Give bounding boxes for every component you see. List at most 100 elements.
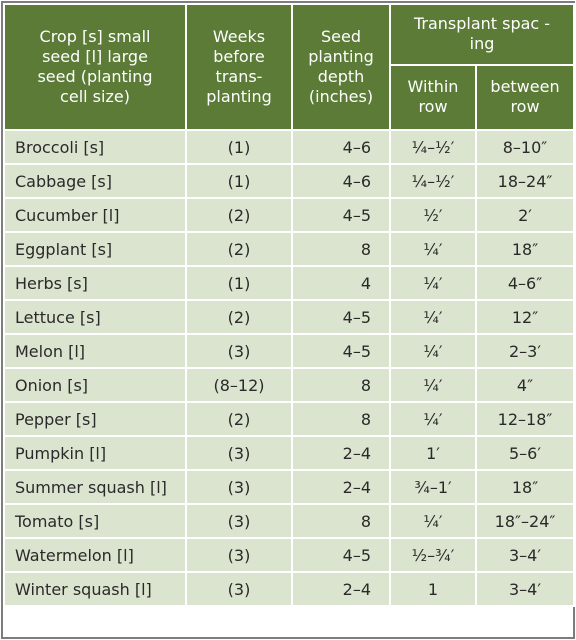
table-row: Onion [s] (8–12) 8 ¼′ 4″ [3,367,576,403]
header-cell: Weeks before trans-planting [185,3,293,131]
table-cell: 1 [389,571,477,607]
header-line: Within [407,77,459,97]
table-cell: 1′ [389,435,477,471]
header-cell: Within row [389,63,477,132]
header-line: seed (planting [37,67,153,86]
header-cell: Transplant spac - ing [388,3,576,66]
table-cell: ¾–1′ [389,469,477,505]
table-cell: ¼′ [389,333,477,369]
header-line: Transplant spac - [413,14,551,34]
table-cell: 4–6 [291,163,391,199]
table-cell: Herbs [s] [3,265,187,301]
table-header: Crop [s] small seed [l] large seed (planti… [3,3,576,132]
table-cell: Winter squash [l] [3,571,187,607]
table-cell: (3) [185,571,293,607]
table-cell: 18″ [474,231,576,267]
table-cell: (3) [185,435,293,471]
header-line: ing [469,34,495,54]
table-row: Cucumber [l] (2) 4–5 ½′ 2′ [3,197,576,233]
table-cell: 18″–24″ [474,503,576,539]
header-cell: between row [474,63,576,132]
table-row: Eggplant [s] (2) 8 ¼′ 18″ [3,231,576,267]
table-cell: 18–24″ [474,163,576,199]
table-cell: 8 [291,503,391,539]
header-line: row [510,97,540,117]
header-line: Seed [321,27,361,46]
table-row: Pepper [s] (2) 8 ¼′ 12–18″ [3,401,576,437]
table-cell: Summer squash [l] [3,469,187,505]
table-cell: 2–3′ [474,333,576,369]
table-cell: ¼′ [389,503,477,539]
table-cell: (3) [185,537,293,573]
table-cell: Broccoli [s] [3,129,187,165]
table-cell: 4″ [474,367,576,403]
header-line: (inches) [308,87,374,106]
table-cell: Cabbage [s] [3,163,187,199]
table-cell: 4–5 [291,333,391,369]
header-cell: Crop [s] small seed [l] large seed (planti… [3,3,187,131]
table-cell: (2) [185,231,293,267]
table-cell: ¼′ [389,231,477,267]
table-cell: ¼–½′ [389,163,477,199]
header-line: Crop [s] small [39,27,151,46]
table-cell: ¼′ [389,367,477,403]
table-cell: 4–5 [291,299,391,335]
header-line: planting [308,47,374,66]
table-row: Cabbage [s] (1) 4–6 ¼–½′ 18–24″ [3,163,576,199]
table-row: Broccoli [s] (1) 4–6 ¼–½′ 8–10″ [3,129,576,165]
table-cell: Eggplant [s] [3,231,187,267]
header-line: planting [206,87,272,106]
table-cell: 8 [291,401,391,437]
header-cell: Seed planting depth (inches) [291,3,391,131]
header-line: seed [l] large [42,47,148,66]
table-row: Lettuce [s] (2) 4–5 ¼′ 12″ [3,299,576,335]
table-cell: 2–4 [291,435,391,471]
table-cell: 5–6′ [474,435,576,471]
table-cell: 2–4 [291,469,391,505]
table-cell: ¼′ [389,265,477,301]
table-cell: Onion [s] [3,367,187,403]
table-cell: 18″ [474,469,576,505]
table-cell: Cucumber [l] [3,197,187,233]
table-cell: 4–6″ [474,265,576,301]
table-row: Pumpkin [l] (3) 2–4 1′ 5–6′ [3,435,576,471]
table-cell: ¼′ [389,401,477,437]
table-row: Watermelon [l] (3) 4–5 ½–¾′ 3–4′ [3,537,576,573]
table-cell: ½′ [389,197,477,233]
table-cell: (1) [185,265,293,301]
table-cell: Pumpkin [l] [3,435,187,471]
table-cell: (1) [185,163,293,199]
table-cell: 4–5 [291,197,391,233]
header-line: Weeks [212,27,266,46]
table-cell: 4–5 [291,537,391,573]
table-cell: (3) [185,333,293,369]
header-line: row [418,97,448,117]
table-row: Winter squash [l] (3) 2–4 1 3–4′ [3,571,576,607]
table-cell: (2) [185,401,293,437]
header-line: cell size) [60,87,130,106]
table-cell: Watermelon [l] [3,537,187,573]
table-row: Melon [l] (3) 4–5 ¼′ 2–3′ [3,333,576,369]
header-line: before [213,47,265,66]
table-cell: 3–4′ [474,537,576,573]
table-cell: (2) [185,299,293,335]
table-cell: 3–4′ [474,571,576,607]
table-row: Tomato [s] (3) 8 ¼′ 18″–24″ [3,503,576,539]
table-cell: 8 [291,367,391,403]
table-cell: (1) [185,129,293,165]
header-line: depth [317,67,365,86]
table-cell: 12″ [474,299,576,335]
table-cell: ¼–½′ [389,129,477,165]
table-cell: 12–18″ [474,401,576,437]
table-cell: 8 [291,231,391,267]
table-cell: 4 [291,265,391,301]
table-cell: ¼′ [389,299,477,335]
table-cell: (8–12) [185,367,293,403]
table-body: Broccoli [s] (1) 4–6 ¼–½′ 8–10″ Cabbage [s] (1… [3,129,576,607]
table-cell: 2′ [474,197,576,233]
table-cell: 4–6 [291,129,391,165]
table-cell: ½–¾′ [389,537,477,573]
table-cell: 2–4 [291,571,391,607]
